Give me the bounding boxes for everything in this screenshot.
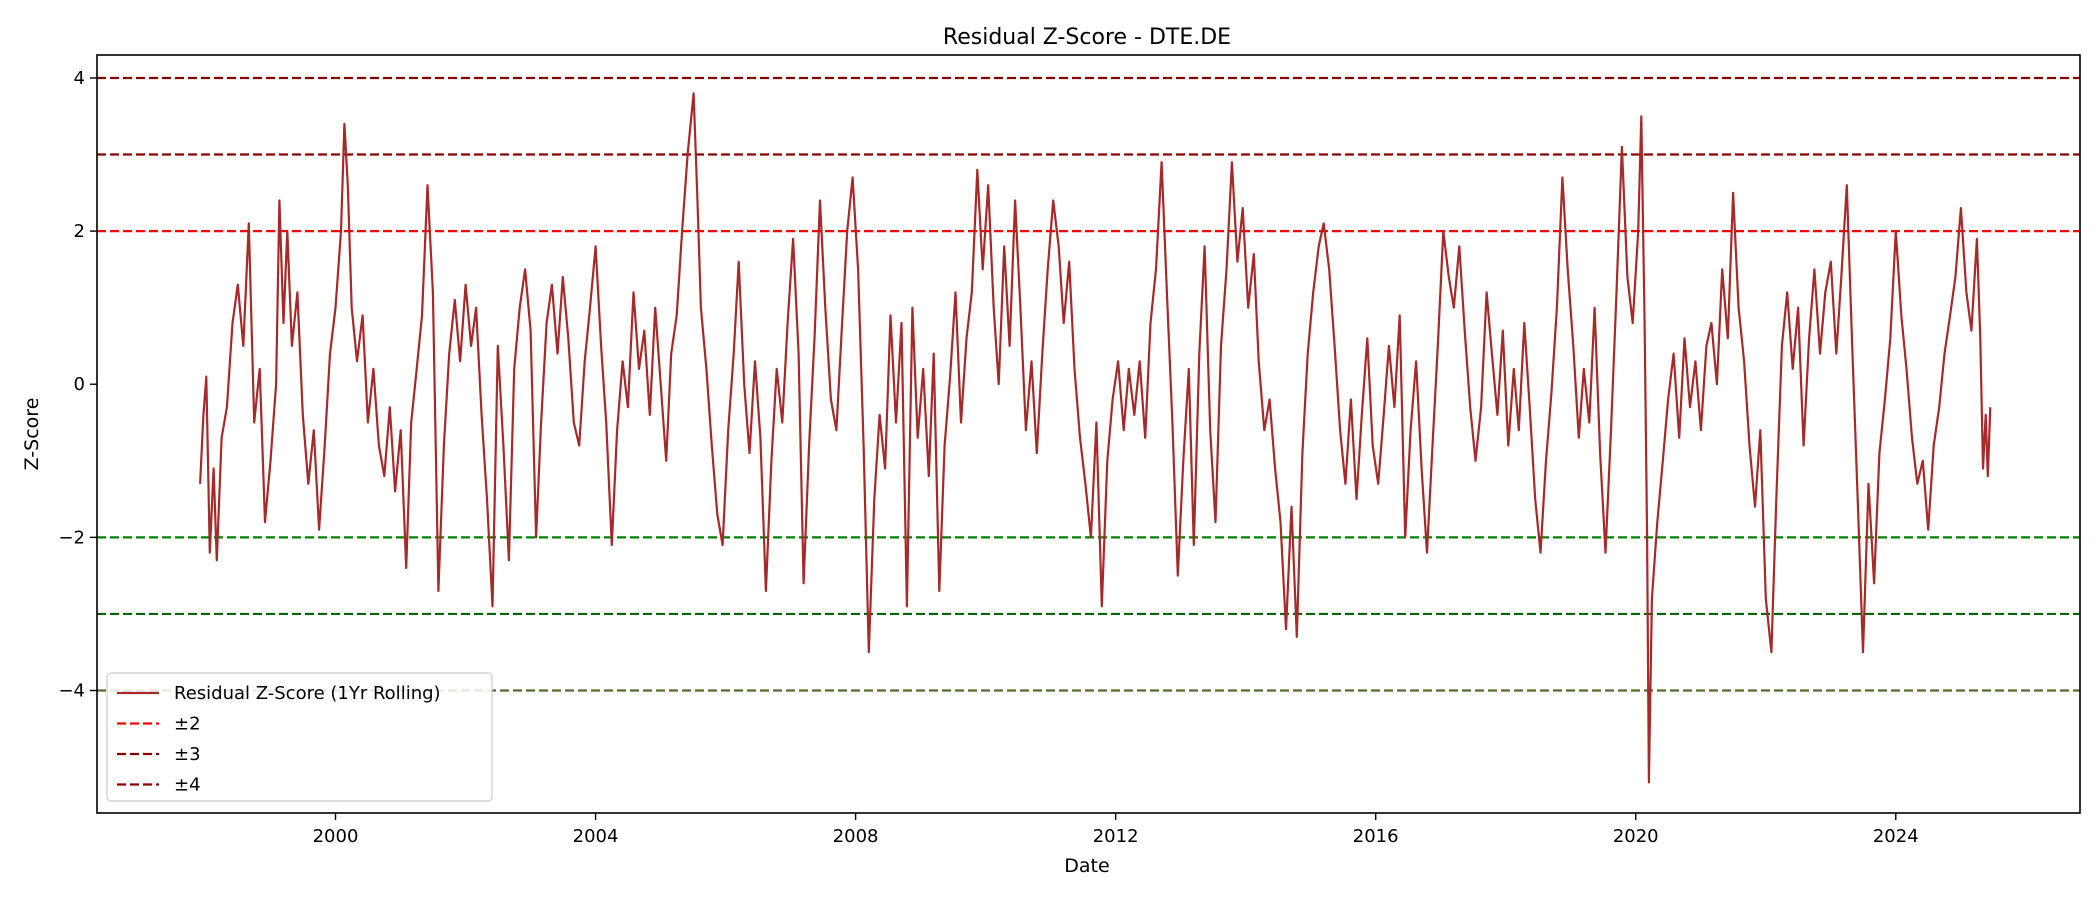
legend-label-3: ±4 <box>174 775 201 796</box>
legend-label-0: Residual Z-Score (1Yr Rolling) <box>174 683 441 704</box>
y-axis: 4 2 0 −2 −4 <box>58 68 97 701</box>
y-tick-label-3: −2 <box>58 527 85 548</box>
x-axis: 2000 2004 2008 2012 2016 2020 2024 <box>313 813 1919 847</box>
legend: Residual Z-Score (1Yr Rolling) ±2 ±3 ±4 <box>106 672 493 802</box>
y-tick-label-4: −4 <box>58 680 85 701</box>
reference-lines <box>97 76 2080 692</box>
x-tick-label-4: 2016 <box>1353 826 1399 847</box>
x-axis-label: Date <box>1064 855 1109 877</box>
series-layer <box>199 92 1992 784</box>
x-tick-label-1: 2004 <box>573 826 619 847</box>
y-tick-label-0: 4 <box>74 68 85 89</box>
series-line-0 <box>199 92 1992 784</box>
chart-title: Residual Z-Score - DTE.DE <box>943 25 1231 50</box>
x-tick-label-3: 2012 <box>1093 826 1139 847</box>
y-tick-label-2: 0 <box>74 374 85 395</box>
x-tick-label-0: 2000 <box>313 826 359 847</box>
y-axis-label: Z-Score <box>21 398 43 471</box>
plot-frame <box>96 54 2081 814</box>
y-tick-label-1: 2 <box>74 221 85 242</box>
x-tick-label-5: 2020 <box>1613 826 1659 847</box>
legend-box <box>106 672 493 802</box>
legend-label-1: ±2 <box>174 714 201 735</box>
x-tick-label-2: 2008 <box>833 826 879 847</box>
x-tick-label-6: 2024 <box>1873 826 1919 847</box>
legend-label-2: ±3 <box>174 744 201 765</box>
